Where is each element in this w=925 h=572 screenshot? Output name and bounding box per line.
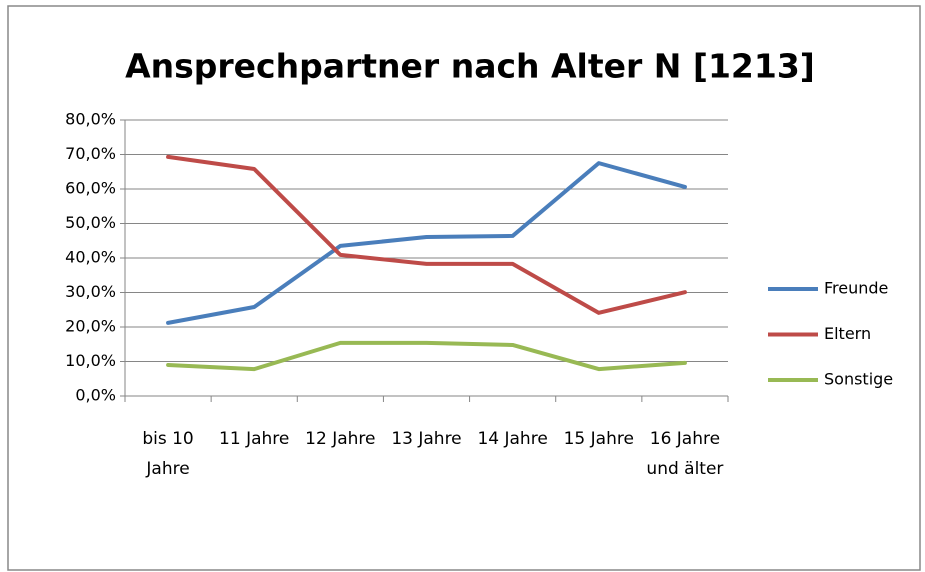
chart-title: Ansprechpartner nach Alter N [1213] [125,47,815,86]
x-tick-label: 15 Jahre [563,429,634,449]
x-tick-label: 11 Jahre [219,429,290,449]
legend-label: Freunde [824,279,888,298]
y-tick-label: 40,0% [65,248,116,267]
y-tick-label: 0,0% [75,386,116,405]
x-tick-label: 12 Jahre [305,429,376,449]
legend-label: Sonstige [824,370,893,389]
x-tick-label: 16 Jahre und älter [646,429,724,479]
y-tick-label: 70,0% [65,144,116,163]
legend-label: Eltern [824,324,871,343]
line-series [166,161,687,325]
line-series [166,340,687,372]
y-tick-label: 20,0% [65,317,116,336]
y-tick-label: 60,0% [65,179,116,198]
line-series [166,154,687,315]
y-tick-label: 10,0% [65,351,116,370]
x-tick-label: 14 Jahre [477,429,548,449]
y-tick-label: 30,0% [65,282,116,301]
x-tick-label: 13 Jahre [391,429,462,449]
y-tick-label: 80,0% [65,110,116,129]
x-tick-label: bis 10 Jahre [142,429,194,479]
y-tick-label: 50,0% [65,213,116,232]
